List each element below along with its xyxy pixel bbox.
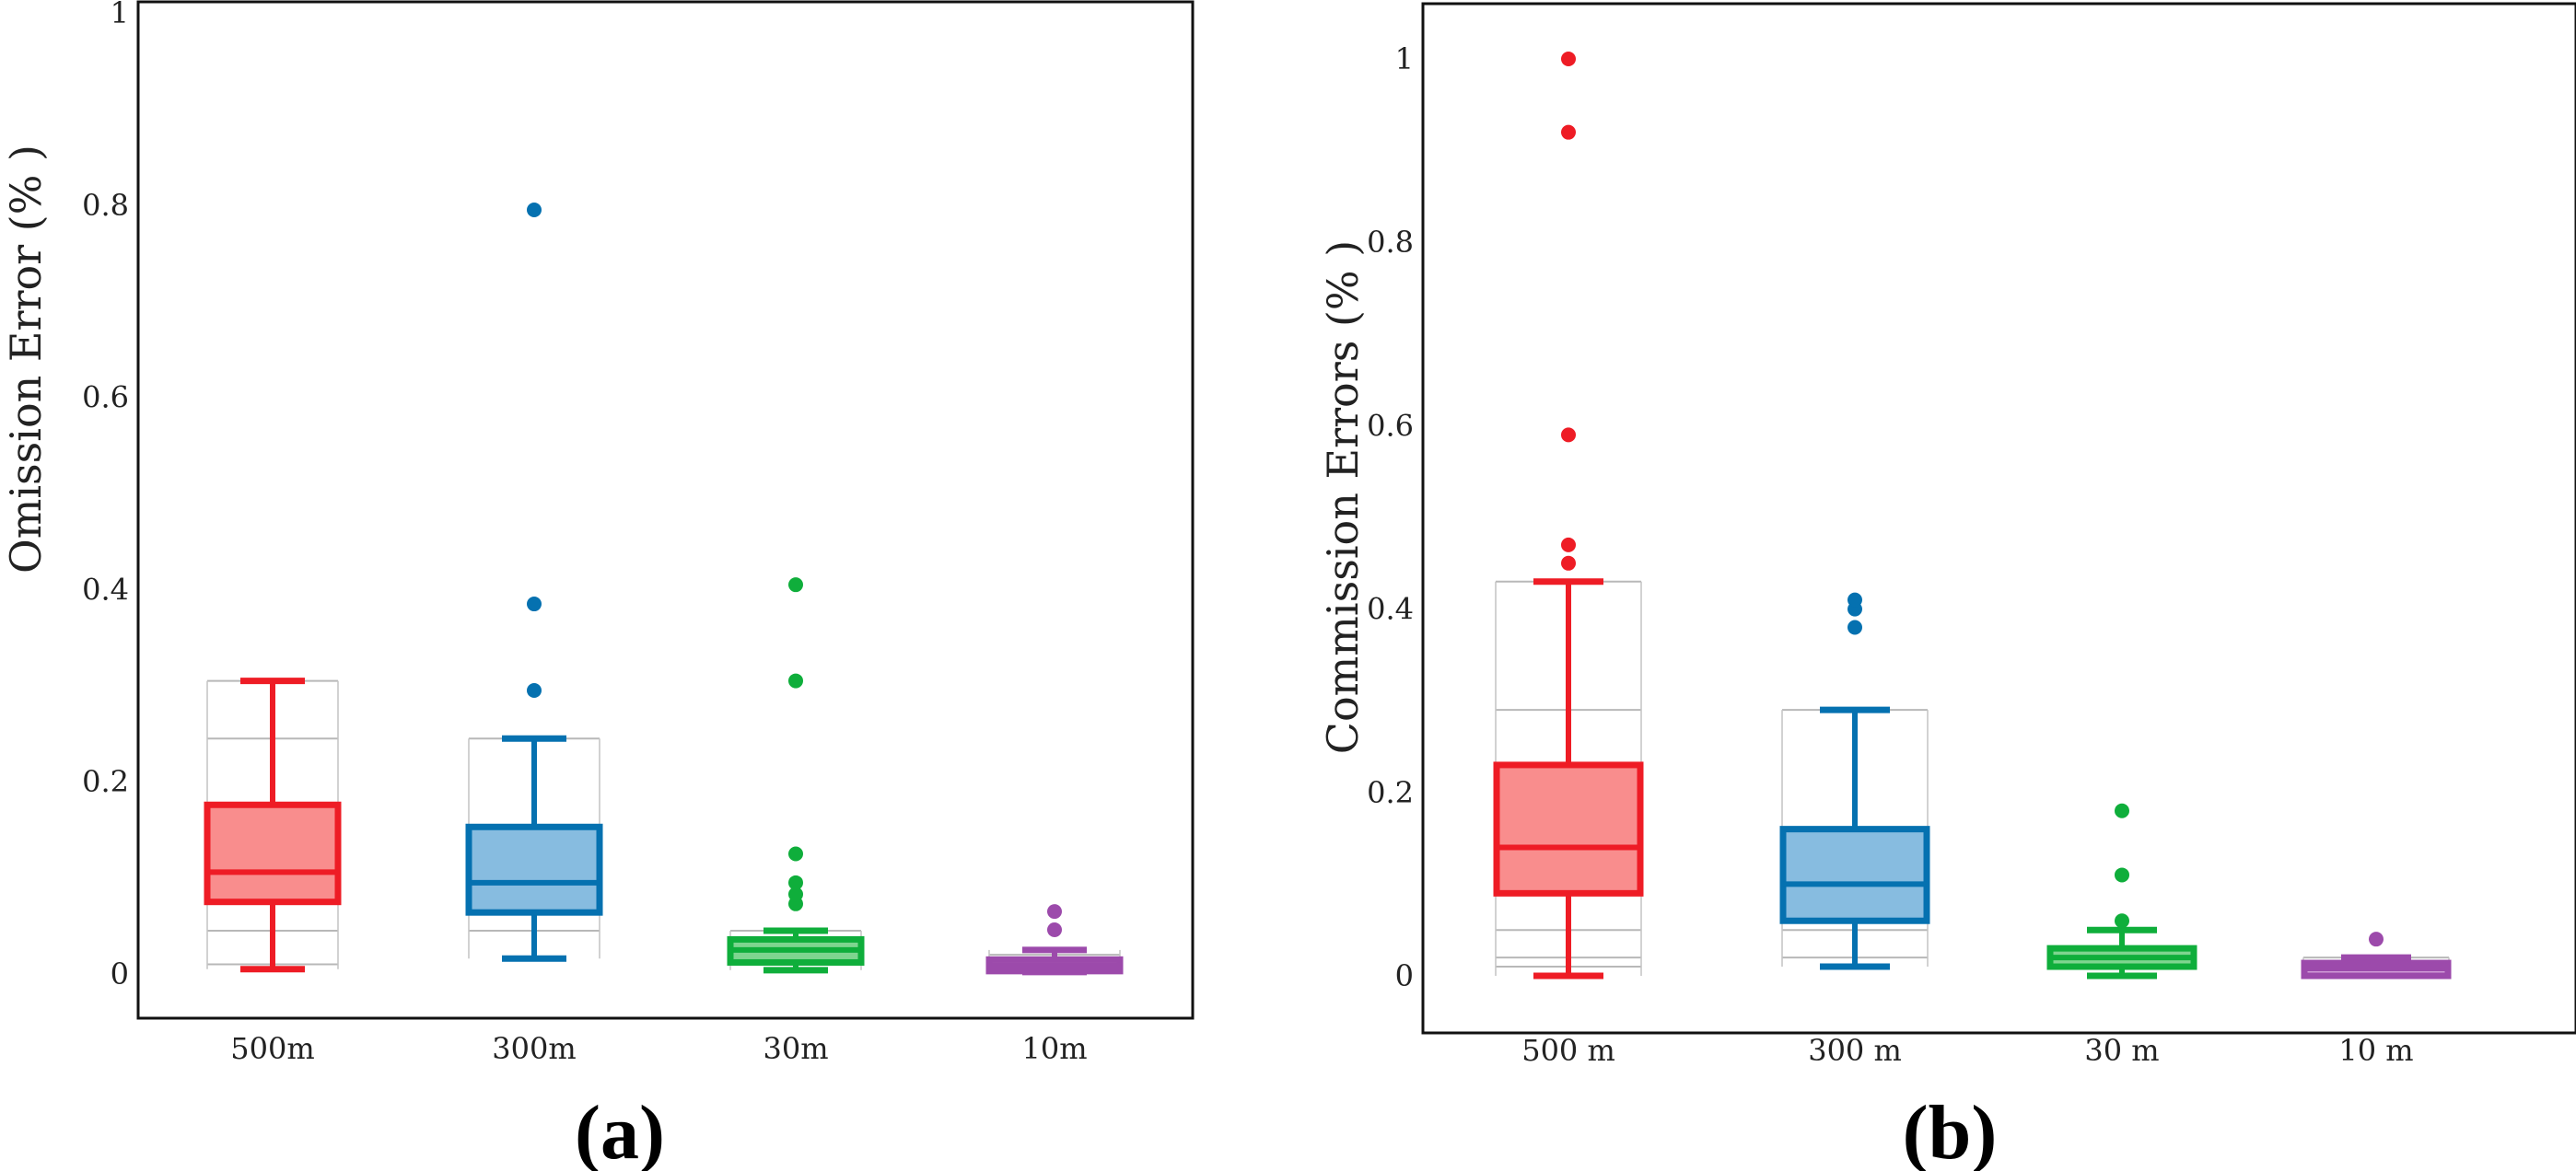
y-tick-label: 0.2 (82, 764, 129, 799)
outlier-point (527, 683, 542, 699)
panel-b-commission-errors-chart: 0 0.2 0.4 0.6 0.8 1 Commission Errors (% ) 500 … (1318, 2, 2576, 1068)
y-tick-label: 0.6 (82, 380, 129, 415)
box-iqr (204, 801, 342, 906)
x-category-label: 300 m (1808, 1033, 1902, 1068)
panel-label-b: (b) (1903, 1090, 1998, 1171)
y-tick-label: 0.8 (1367, 225, 1414, 260)
outlier-point (2115, 913, 2129, 929)
box-iqr (1493, 761, 1644, 897)
y-tick-label: 0.2 (1367, 775, 1414, 810)
outlier-point (788, 875, 803, 890)
y-axis-label: Omission Error (% ) (1, 145, 51, 574)
x-category-label: 300m (492, 1031, 576, 1066)
box-group-300m (1779, 592, 1930, 970)
x-category-label: 10 m (2338, 1033, 2413, 1068)
y-tick-label: 0 (111, 957, 129, 991)
y-tick-label: 0 (1395, 958, 1414, 993)
plot-frame (136, 0, 1195, 1020)
x-category-label: 10m (1021, 1031, 1087, 1066)
outlier-point (2115, 803, 2129, 818)
box-iqr (465, 823, 603, 916)
outlier-point (1561, 537, 1576, 552)
outlier-point (1561, 427, 1576, 443)
outlier-point (1561, 555, 1576, 571)
y-tick-label: 0.4 (1367, 592, 1414, 627)
panel-label-a: (a) (575, 1090, 665, 1171)
outlier-point (1561, 124, 1576, 140)
x-category-label: 500m (230, 1031, 314, 1066)
x-category-label: 500 m (1521, 1033, 1615, 1068)
outlier-point (1561, 52, 1576, 66)
box-group-500m (1493, 52, 1644, 980)
box-group-30m (2046, 803, 2197, 980)
y-tick-label: 1 (1395, 41, 1414, 76)
outlier-point (1047, 904, 1062, 920)
x-category-label: 30 m (2084, 1033, 2159, 1068)
outlier-point (1847, 620, 1862, 635)
outlier-point (2115, 867, 2129, 883)
y-tick-label: 0.8 (82, 188, 129, 223)
y-axis-label: Commission Errors (% ) (1318, 240, 1368, 754)
box-group-10m (2301, 932, 2452, 980)
box-group-300m (465, 203, 603, 962)
outlier-point (788, 846, 803, 862)
box-group-10m (985, 904, 1124, 976)
y-tick-label: 0.4 (82, 572, 129, 607)
y-tick-label: 1 (111, 0, 129, 30)
plot-frame (1421, 2, 2576, 1035)
x-category-label: 30m (763, 1031, 828, 1066)
box-group-500m (204, 678, 342, 973)
box-group-30m (727, 577, 865, 974)
outlier-point (788, 673, 803, 689)
outlier-point (2369, 932, 2384, 947)
outlier-point (1847, 592, 1862, 608)
outlier-point (527, 203, 542, 218)
y-tick-label: 0.6 (1367, 408, 1414, 443)
outlier-point (788, 887, 803, 902)
outlier-point (788, 577, 803, 593)
panel-a-omission-error-chart: 0 0.2 0.4 0.6 0.8 1 Omission Error (% ) 500m 300… (1, 0, 1195, 1066)
outlier-point (1047, 922, 1062, 937)
box-iqr (1779, 826, 1930, 924)
outlier-point (527, 597, 542, 612)
